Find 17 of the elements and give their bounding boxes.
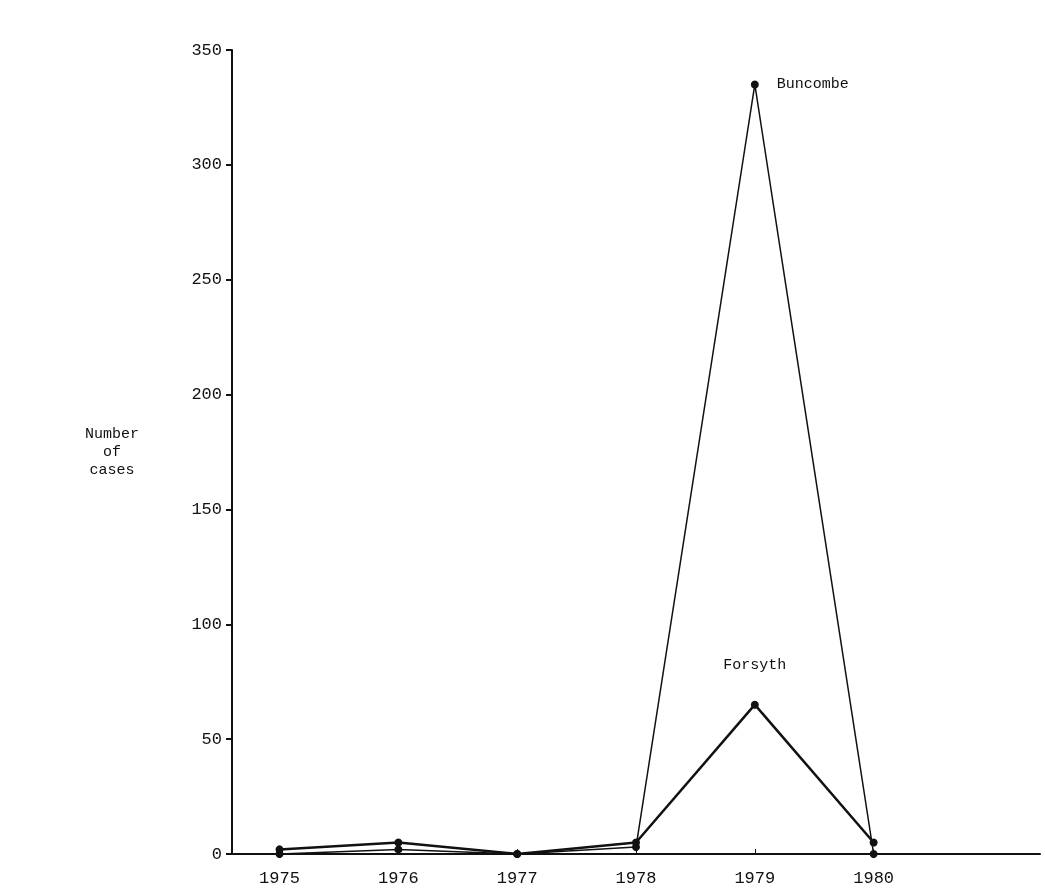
y-tick-label: 350 bbox=[191, 40, 222, 60]
x-tick-label: 1977 bbox=[496, 869, 538, 888]
x-tick-label: 1975 bbox=[259, 869, 300, 888]
y-tick-label: 300 bbox=[191, 155, 222, 175]
y-tick-label: 50 bbox=[201, 729, 222, 749]
x-tick-label: 1976 bbox=[377, 869, 419, 888]
y-tick-label: 250 bbox=[191, 270, 222, 290]
x-tick-label: 1980 bbox=[853, 869, 895, 888]
y-tick-label: 0 bbox=[211, 844, 222, 864]
text: Forsyth bbox=[723, 656, 787, 674]
y-tick-label: 100 bbox=[191, 614, 222, 634]
x-tick-label: 1978 bbox=[615, 869, 657, 888]
y-axis-title: Number of cases bbox=[84, 425, 140, 479]
y-tick-label: 200 bbox=[191, 385, 222, 405]
y-tick-label: 150 bbox=[191, 499, 222, 519]
series-label: Buncombe bbox=[776, 75, 849, 93]
x-tick-label: 1979 bbox=[734, 869, 776, 888]
